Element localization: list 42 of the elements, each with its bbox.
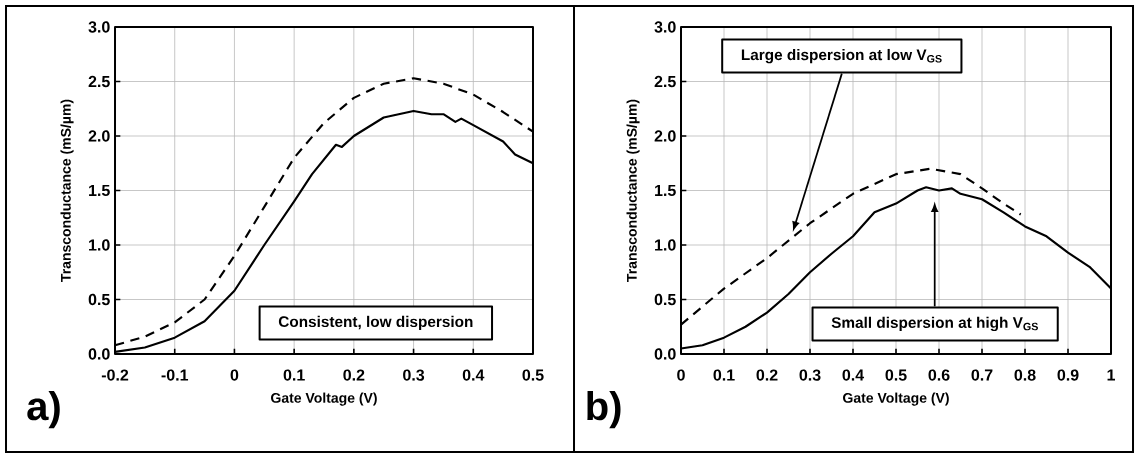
annotation: Consistent, low dispersion <box>278 315 473 331</box>
y-tick-label: 0.5 <box>654 293 676 306</box>
text: b) <box>587 390 621 429</box>
x-axis-title: Gate Voltage (V) <box>843 392 949 406</box>
x-tick-label: 0 <box>230 369 239 381</box>
x-tick-label: 0.2 <box>343 369 365 381</box>
x-axis-title: Gate Voltage (V) <box>271 392 377 406</box>
y-tick-label: 2.5 <box>654 75 676 88</box>
y-tick-label: 1.5 <box>655 184 676 197</box>
x-tick-label: 0.5 <box>885 369 907 381</box>
x-tick-label: 0.8 <box>1014 369 1036 381</box>
x-tick-label: 0.4 <box>462 369 485 381</box>
y-tick-label: 1.5 <box>89 184 110 197</box>
annotation: Small dispersion at high V$_{GS}$ <box>831 316 1038 332</box>
y-tick-label: 3.0 <box>88 21 110 33</box>
x-tick-label: -0.2 <box>101 369 129 381</box>
x-tick-label: 0.6 <box>928 369 950 381</box>
x-tick-label: 0.3 <box>403 369 425 381</box>
y-tick-label: 0.0 <box>88 348 110 360</box>
y-tick-label: 2.0 <box>88 130 110 142</box>
y-axis-title: Transconductance (mS/µm) <box>60 99 74 282</box>
y-axis-title: Transconductance (mS/µm) <box>626 99 640 282</box>
x-tick-label: 0.4 <box>842 369 865 381</box>
y-tick-label: 0.5 <box>88 293 110 306</box>
annotation: Large dispersion at low V$_{GS}$ <box>741 48 942 64</box>
y-tick-label: 2.0 <box>654 130 676 142</box>
y-tick-label: 0.0 <box>654 348 676 360</box>
x-tick-label: 0.3 <box>799 369 821 381</box>
x-tick-label: -0.1 <box>161 369 189 381</box>
x-tick-label: 0.1 <box>283 369 305 381</box>
x-tick-label: 0.5 <box>522 369 544 381</box>
x-tick-label: 0.9 <box>1057 369 1079 381</box>
y-tick-label: 3.0 <box>654 21 676 33</box>
text: a) <box>27 390 60 429</box>
x-tick-label: 1 <box>1107 369 1116 381</box>
x-tick-label: 0 <box>677 369 685 381</box>
y-tick-label: 2.5 <box>88 75 110 88</box>
y-tick-label: 1.0 <box>89 239 110 251</box>
x-tick-label: 0.2 <box>756 369 778 381</box>
y-tick-label: 1.0 <box>655 239 676 251</box>
x-tick-label: 0.1 <box>713 369 735 381</box>
x-tick-label: 0.7 <box>971 369 993 381</box>
